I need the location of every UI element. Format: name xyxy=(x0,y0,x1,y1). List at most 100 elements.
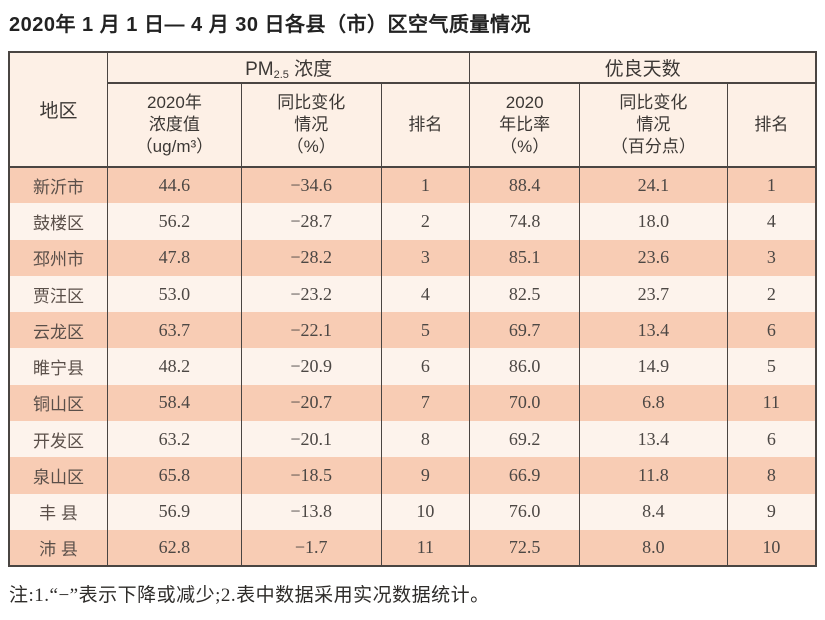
days-rank-cell: 11 xyxy=(726,384,817,422)
ratio-change-cell: 14.9 xyxy=(579,348,728,385)
pm-rank-cell: 5 xyxy=(380,312,471,349)
pm-change-cell: −23.2 xyxy=(240,275,382,313)
page-title: 2020年 1 月 1 日— 4 月 30 日各县（市）区空气质量情况 xyxy=(9,14,532,36)
region-cell: 泉山区 xyxy=(8,457,108,494)
days-rank-cell: 6 xyxy=(726,421,817,458)
days-rank-cell: 5 xyxy=(726,348,817,385)
pm-change-cell: −20.9 xyxy=(240,348,382,385)
pm-value-cell: 63.7 xyxy=(106,312,242,349)
ratio-cell: 70.0 xyxy=(469,384,581,422)
table-row: 丰 县 56.9 −13.8 10 76.0 8.4 9 xyxy=(8,493,817,530)
ratio-change-cell: 11.8 xyxy=(579,457,728,494)
ratio-cell: 85.1 xyxy=(469,239,581,276)
table-header: 地区 PM2.5 浓度 优良天数 2020年 浓度值 （ug/m³） 同比变化 … xyxy=(8,52,817,168)
pm-value-cell: 56.9 xyxy=(106,493,242,530)
days-rank-cell: 3 xyxy=(726,239,817,276)
pm-rank-cell: 6 xyxy=(380,348,471,385)
ratio-change-cell: 23.7 xyxy=(579,275,728,313)
pm-change-cell: −20.1 xyxy=(240,421,382,458)
pm-change-cell: −1.7 xyxy=(240,529,382,567)
ratio-cell: 72.5 xyxy=(469,529,581,567)
ratio-header: 2020 年比率 （%） xyxy=(469,83,581,168)
pm-rank-cell: 8 xyxy=(380,421,471,458)
pm-rank-cell: 2 xyxy=(380,203,471,240)
region-cell: 贾汪区 xyxy=(8,275,108,313)
ratio-cell: 76.0 xyxy=(469,493,581,530)
region-cell: 鼓楼区 xyxy=(8,203,108,240)
pm-change-cell: −34.6 xyxy=(240,167,382,204)
pm25-label-suffix: 浓度 xyxy=(288,59,333,80)
table-row: 铜山区 58.4 −20.7 7 70.0 6.8 11 xyxy=(8,384,817,422)
ratio-cell: 66.9 xyxy=(469,457,581,494)
pm-rank-header: 排名 xyxy=(380,83,471,168)
pm-rank-cell: 1 xyxy=(380,167,471,204)
footnote: 注:1.“−”表示下降或减少;2.表中数据采用实况数据统计。 xyxy=(9,585,490,607)
days-rank-cell: 10 xyxy=(726,529,817,567)
ratio-cell: 69.2 xyxy=(469,421,581,458)
ratio-cell: 74.8 xyxy=(469,203,581,240)
table-body: 新沂市 44.6 −34.6 1 88.4 24.1 1 鼓楼区 56.2 −28.7 2 74.8 1… xyxy=(8,167,817,567)
pm25-label-prefix: PM xyxy=(245,59,274,80)
ratio-change-header: 同比变化 情况 （百分点） xyxy=(579,83,728,168)
pm-value-cell: 44.6 xyxy=(106,167,242,204)
ratio-change-cell: 23.6 xyxy=(579,239,728,276)
ratio-change-cell: 8.0 xyxy=(579,529,728,567)
days-rank-cell: 1 xyxy=(726,167,817,204)
ratio-change-cell: 24.1 xyxy=(579,167,728,204)
pm-change-cell: −13.8 xyxy=(240,493,382,530)
sub-header-row: 2020年 浓度值 （ug/m³） 同比变化 情况 （%） 排名 2020 年比… xyxy=(9,83,817,168)
pm-change-cell: −28.7 xyxy=(240,203,382,240)
pm-rank-cell: 10 xyxy=(380,493,471,530)
ratio-cell: 88.4 xyxy=(469,167,581,204)
region-cell: 开发区 xyxy=(8,421,108,458)
region-column-header: 地区 xyxy=(8,52,108,168)
days-rank-header: 排名 xyxy=(726,83,817,168)
pm-change-header: 同比变化 情况 （%） xyxy=(240,83,382,168)
good-days-group-header: 优良天数 xyxy=(469,52,817,84)
air-quality-table: 地区 PM2.5 浓度 优良天数 2020年 浓度值 （ug/m³） 同比变化 … xyxy=(8,51,817,568)
region-cell: 沛 县 xyxy=(8,529,108,567)
pm-value-cell: 53.0 xyxy=(106,275,242,313)
pm-change-cell: −18.5 xyxy=(240,457,382,494)
pm-change-cell: −22.1 xyxy=(240,312,382,349)
pm-rank-cell: 7 xyxy=(380,384,471,422)
pm-change-cell: −28.2 xyxy=(240,239,382,276)
pm-change-cell: −20.7 xyxy=(240,384,382,422)
ratio-cell: 69.7 xyxy=(469,312,581,349)
pm25-group-header: PM2.5 浓度 xyxy=(106,52,471,84)
ratio-change-cell: 8.4 xyxy=(579,493,728,530)
pm-value-header: 2020年 浓度值 （ug/m³） xyxy=(106,83,242,168)
pm-value-cell: 56.2 xyxy=(106,203,242,240)
pm-value-cell: 65.8 xyxy=(106,457,242,494)
ratio-cell: 82.5 xyxy=(469,275,581,313)
region-cell: 新沂市 xyxy=(8,167,108,204)
days-rank-cell: 9 xyxy=(726,493,817,530)
pm-value-cell: 47.8 xyxy=(106,239,242,276)
pm-rank-cell: 9 xyxy=(380,457,471,494)
table-row: 沛 县 62.8 −1.7 11 72.5 8.0 10 xyxy=(8,529,817,567)
pm-rank-cell: 11 xyxy=(380,529,471,567)
ratio-cell: 86.0 xyxy=(469,348,581,385)
days-rank-cell: 2 xyxy=(726,275,817,313)
pm-value-cell: 48.2 xyxy=(106,348,242,385)
region-cell: 丰 县 xyxy=(8,493,108,530)
group-header-row: 地区 PM2.5 浓度 优良天数 xyxy=(8,52,817,168)
ratio-change-cell: 13.4 xyxy=(579,312,728,349)
table-row: 鼓楼区 56.2 −28.7 2 74.8 18.0 4 xyxy=(8,203,817,240)
region-cell: 云龙区 xyxy=(8,312,108,349)
ratio-change-cell: 18.0 xyxy=(579,203,728,240)
days-rank-cell: 6 xyxy=(726,312,817,349)
region-cell: 铜山区 xyxy=(8,384,108,422)
days-rank-cell: 4 xyxy=(726,203,817,240)
pm25-label-subscript: 2.5 xyxy=(273,69,289,81)
table-row: 贾汪区 53.0 −23.2 4 82.5 23.7 2 xyxy=(8,275,817,313)
pm-value-cell: 62.8 xyxy=(106,529,242,567)
table-row: 邳州市 47.8 −28.2 3 85.1 23.6 3 xyxy=(8,239,817,276)
region-cell: 睢宁县 xyxy=(8,348,108,385)
table-row: 开发区 63.2 −20.1 8 69.2 13.4 6 xyxy=(8,421,817,458)
table-row: 新沂市 44.6 −34.6 1 88.4 24.1 1 xyxy=(8,167,817,204)
table-row: 云龙区 63.7 −22.1 5 69.7 13.4 6 xyxy=(8,312,817,349)
pm-rank-cell: 3 xyxy=(380,239,471,276)
table-row: 泉山区 65.8 −18.5 9 66.9 11.8 8 xyxy=(8,457,817,494)
pm-value-cell: 63.2 xyxy=(106,421,242,458)
